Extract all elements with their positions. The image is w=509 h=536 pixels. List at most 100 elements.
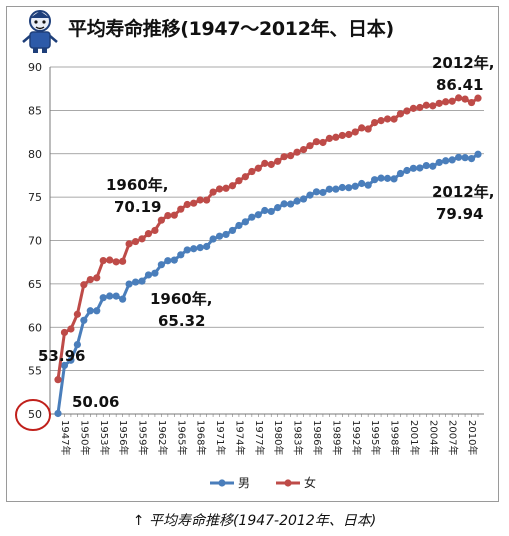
data-point: [112, 292, 120, 300]
data-point: [474, 150, 482, 158]
data-point: [196, 196, 204, 204]
data-point: [164, 212, 172, 220]
x-tick-label: 2004年: [427, 420, 440, 455]
data-point: [332, 133, 340, 141]
data-label: 50.06: [72, 393, 119, 411]
legend-label: 男: [238, 476, 250, 490]
data-point: [383, 174, 392, 182]
data-point: [119, 257, 127, 265]
data-label: 2012年,: [432, 54, 494, 72]
data-point: [151, 269, 159, 277]
data-point: [319, 188, 327, 197]
data-point: [93, 307, 101, 315]
data-point: [467, 155, 476, 163]
data-point: [461, 154, 469, 162]
data-point: [377, 117, 385, 125]
x-tick-label: 2001年: [408, 420, 421, 455]
data-point: [435, 99, 443, 107]
data-label: 2012年,: [432, 183, 494, 201]
data-point: [267, 207, 275, 216]
data-point: [254, 164, 262, 172]
data-point: [351, 128, 359, 136]
data-point: [157, 261, 165, 269]
x-tick-label: 1971年: [214, 420, 227, 455]
data-point: [332, 185, 340, 193]
x-tick-label: 1962年: [156, 420, 169, 455]
data-point: [93, 274, 101, 282]
data-point: [203, 242, 211, 251]
data-point: [299, 145, 308, 154]
data-point: [319, 138, 327, 147]
data-point: [203, 196, 211, 204]
data-point: [138, 277, 146, 285]
data-point: [86, 307, 94, 315]
data-point: [287, 200, 295, 208]
data-point: [280, 153, 288, 161]
data-point: [67, 325, 75, 333]
data-label: 86.41: [436, 76, 483, 94]
data-point: [170, 211, 178, 219]
data-point: [396, 110, 405, 118]
data-point: [390, 175, 398, 183]
x-tick-label: 1956年: [117, 420, 130, 455]
x-tick-label: 1983年: [292, 420, 305, 455]
y-tick-label: 75: [28, 191, 42, 204]
data-point: [312, 138, 321, 146]
data-point: [144, 271, 153, 279]
x-tick-label: 1995年: [369, 420, 382, 455]
x-tick-label: 1950年: [78, 420, 91, 455]
chart-frame: [6, 6, 499, 502]
data-point: [170, 256, 178, 264]
data-point: [248, 213, 256, 221]
legend-marker: [218, 479, 226, 487]
data-point: [371, 176, 379, 184]
x-tick-label: 1977年: [253, 420, 266, 455]
data-point: [345, 184, 353, 192]
data-point: [151, 226, 159, 235]
data-point: [241, 218, 249, 226]
data-point: [73, 310, 81, 318]
x-tick-label: 1959年: [137, 420, 150, 455]
chart-title: 平均寿命推移(1947～2012年、日本): [68, 18, 394, 40]
data-point: [442, 98, 450, 106]
legend-marker: [284, 479, 292, 487]
x-tick-label: 1947年: [59, 420, 72, 455]
data-point: [455, 153, 463, 161]
data-point: [422, 101, 430, 109]
data-point: [364, 125, 372, 133]
y-tick-label: 65: [28, 278, 42, 291]
x-tick-label: 1980年: [272, 420, 285, 455]
data-point: [209, 188, 217, 196]
y-tick-label: 85: [28, 104, 42, 117]
data-label: 53.96: [38, 347, 85, 365]
data-label: 79.94: [436, 205, 483, 223]
y-tick-label: 70: [28, 235, 42, 248]
x-tick-label: 1974年: [233, 420, 246, 455]
data-point: [254, 211, 262, 219]
x-tick-label: 2010年: [466, 420, 479, 455]
data-point: [293, 197, 301, 205]
data-point: [416, 164, 424, 172]
data-point: [131, 237, 140, 246]
data-point: [435, 158, 443, 167]
data-point: [403, 107, 411, 115]
data-point: [99, 294, 107, 302]
data-point: [190, 245, 198, 253]
data-point: [241, 173, 249, 181]
data-point: [358, 179, 366, 188]
y-tick-label: 50: [28, 408, 42, 421]
data-point: [235, 221, 243, 230]
data-point: [73, 341, 81, 349]
data-label: 70.19: [114, 198, 161, 216]
data-point: [54, 376, 62, 384]
data-point: [183, 200, 191, 209]
data-point: [422, 161, 430, 170]
data-point: [80, 281, 88, 289]
data-point: [403, 166, 411, 175]
data-point: [60, 361, 69, 370]
chart-caption: ↑ 平均寿命推移(1947-2012年、日本): [132, 513, 377, 529]
data-point: [60, 328, 69, 337]
data-point: [67, 356, 75, 364]
data-label: 65.32: [158, 312, 205, 330]
